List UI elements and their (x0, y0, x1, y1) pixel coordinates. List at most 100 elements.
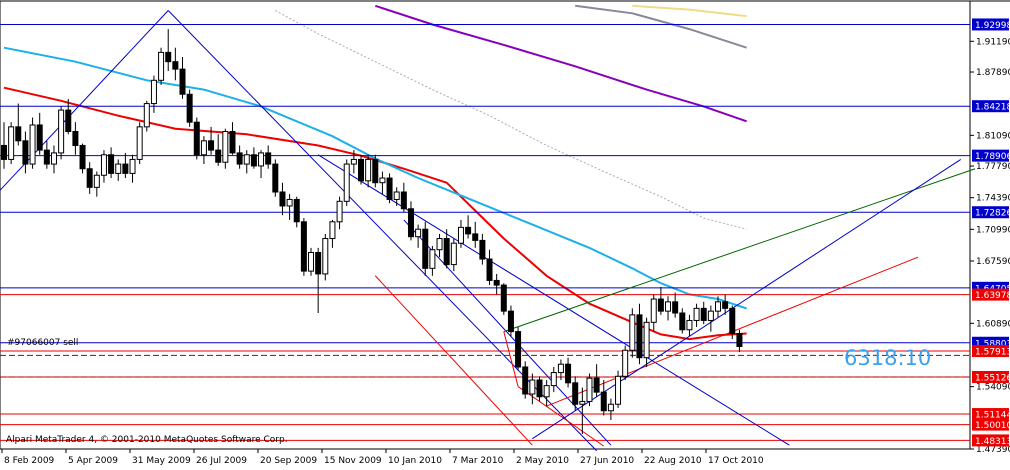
candle-21 (150, 75, 157, 113)
candle-87 (622, 345, 629, 381)
candle-8 (58, 106, 65, 160)
x-tick-label-11: 17 Oct 2010 (708, 456, 764, 466)
candle-73 (522, 361, 529, 399)
x-tick-label-7: 7 Mar 2010 (452, 456, 504, 466)
copyright-label: Alpari MetaTrader 4, © 2001-2010 MetaQuo… (6, 435, 288, 445)
moving-average-2 (275, 10, 747, 230)
candle-20 (143, 100, 150, 132)
moving-average-5 (632, 4, 747, 18)
candle-59 (422, 221, 429, 276)
candle-95 (679, 308, 686, 334)
candle-6 (43, 140, 50, 169)
price-label-3: 1.72826 (972, 206, 1010, 219)
candle-98 (700, 301, 707, 325)
candle-32 (229, 122, 236, 155)
svg-text:1.72826: 1.72826 (975, 209, 1010, 219)
candle-3 (22, 131, 29, 174)
price-label-5: 1.63978 (972, 288, 1010, 301)
trend-line-6 (374, 275, 533, 446)
svg-text:1.57913: 1.57913 (975, 348, 1010, 358)
candle-1 (8, 122, 15, 165)
candle-77 (550, 366, 557, 393)
candle-29 (208, 126, 215, 155)
price-label-7: 1.57913 (972, 345, 1010, 358)
candle-94 (672, 292, 679, 318)
candle-80 (572, 376, 579, 411)
x-tick-label-8: 2 May 2010 (516, 456, 569, 466)
candle-69 (493, 273, 500, 295)
svg-text:1.50010: 1.50010 (975, 421, 1010, 431)
candle-83 (593, 364, 600, 397)
svg-text:1.78906: 1.78906 (975, 152, 1010, 162)
x-tick-label-2: 31 May 2009 (132, 456, 191, 466)
candle-90 (643, 317, 650, 367)
candle-68 (486, 249, 493, 286)
candle-0 (1, 122, 7, 169)
countdown-label: 6318:10 (844, 346, 931, 370)
candle-99 (707, 305, 714, 332)
candle-33 (236, 145, 243, 169)
horizontal-price-lines (0, 23, 970, 441)
candle-49 (350, 150, 357, 174)
axis-ticks: 1.91190 1.87890 1.81090 1.77790 1.74390 1.709… (1, 37, 1010, 466)
candle-44 (315, 247, 322, 314)
candle-89 (636, 303, 643, 365)
candle-16 (115, 159, 122, 181)
price-label-8: 1.55126 (972, 370, 1010, 383)
candle-17 (122, 152, 129, 179)
candle-27 (193, 117, 200, 160)
price-label-1: 1.84218 (972, 100, 1010, 113)
candle-85 (607, 398, 614, 421)
candle-15 (108, 147, 115, 179)
candle-103 (736, 329, 743, 353)
y-tick-label-8: 1.54090 (976, 383, 1010, 393)
price-label-9: 1.51144 (972, 408, 1010, 421)
plot-area-border (0, 0, 971, 450)
y-tick-label-7: 1.60890 (976, 319, 1010, 329)
candle-45 (322, 233, 329, 281)
candle-61 (436, 233, 443, 258)
candle-39 (279, 182, 286, 216)
candle-50 (358, 154, 364, 185)
y-tick-label-9: 1.47390 (976, 445, 1010, 455)
candle-92 (657, 286, 664, 315)
candle-35 (250, 147, 257, 169)
moving-average-4 (575, 4, 747, 49)
svg-text:1.63978: 1.63978 (975, 291, 1010, 301)
candle-64 (457, 219, 464, 248)
candle-57 (407, 201, 414, 241)
candle-70 (500, 283, 507, 315)
x-tick-label-10: 22 Aug 2010 (644, 456, 702, 466)
candle-79 (565, 357, 572, 388)
candle-14 (100, 150, 107, 183)
candle-78 (557, 359, 564, 381)
candle-2 (15, 103, 22, 146)
candle-81 (579, 387, 586, 435)
y-tick-label-6: 1.67590 (976, 257, 1010, 267)
y-tick-label-4: 1.74390 (976, 194, 1010, 204)
candle-10 (72, 122, 79, 155)
candle-13 (93, 171, 100, 197)
candle-31 (222, 128, 229, 169)
candle-4 (29, 117, 36, 169)
candle-91 (650, 294, 657, 332)
candle-12 (86, 162, 93, 194)
candle-58 (415, 224, 422, 248)
candle-60 (429, 245, 436, 276)
candle-26 (186, 89, 193, 127)
candle-62 (443, 229, 450, 269)
x-tick-label-6: 10 Jan 2010 (388, 456, 442, 466)
moving-average-1 (3, 46, 747, 310)
candle-100 (715, 296, 721, 318)
svg-text:1.48313: 1.48313 (975, 437, 1010, 447)
candle-22 (158, 47, 165, 85)
candle-54 (386, 173, 393, 204)
candle-67 (479, 233, 486, 265)
candle-75 (536, 376, 543, 402)
candle-47 (336, 196, 343, 230)
order-label: #97066007 sell (7, 338, 78, 348)
candle-46 (329, 219, 336, 248)
candlesticks (1, 29, 743, 435)
